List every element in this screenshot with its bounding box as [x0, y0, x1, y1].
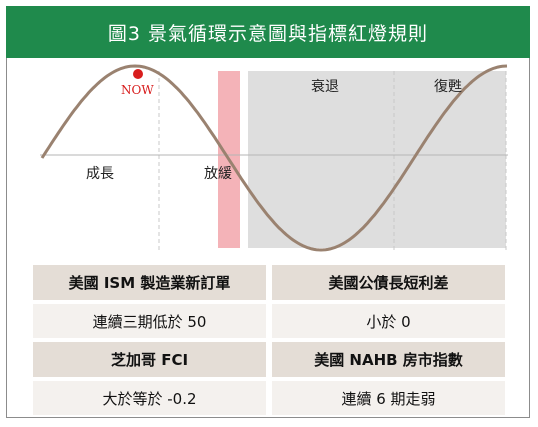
indicator-rule-yield-spread: 小於 0 — [272, 304, 505, 338]
now-marker — [133, 69, 143, 79]
phase-label-expansion: 成長 — [86, 166, 114, 182]
indicator-name-chicago-fci: 芝加哥 FCI — [33, 342, 266, 377]
now-label: NOW — [121, 83, 154, 97]
indicator-rule-nahb: 連續 6 期走弱 — [272, 381, 505, 415]
business-cycle-curve — [40, 64, 508, 252]
indicator-name-nahb: 美國 NAHB 房市指數 — [272, 342, 505, 377]
indicator-name-ism: 美國 ISM 製造業新訂單 — [33, 265, 266, 300]
recession-band — [248, 71, 506, 248]
phase-label-recovery: 復甦 — [434, 79, 462, 95]
indicator-name-yield-spread: 美國公債長短利差 — [272, 265, 505, 300]
indicator-rule-chicago-fci: 大於等於 -0.2 — [33, 381, 266, 415]
phase-label-recession: 衰退 — [311, 79, 339, 95]
indicator-rule-ism: 連續三期低於 50 — [33, 304, 266, 338]
figure-title: 圖3 景氣循環示意圖與指標紅燈規則 — [6, 6, 530, 58]
phase-label-slowdown: 放緩 — [204, 166, 232, 182]
